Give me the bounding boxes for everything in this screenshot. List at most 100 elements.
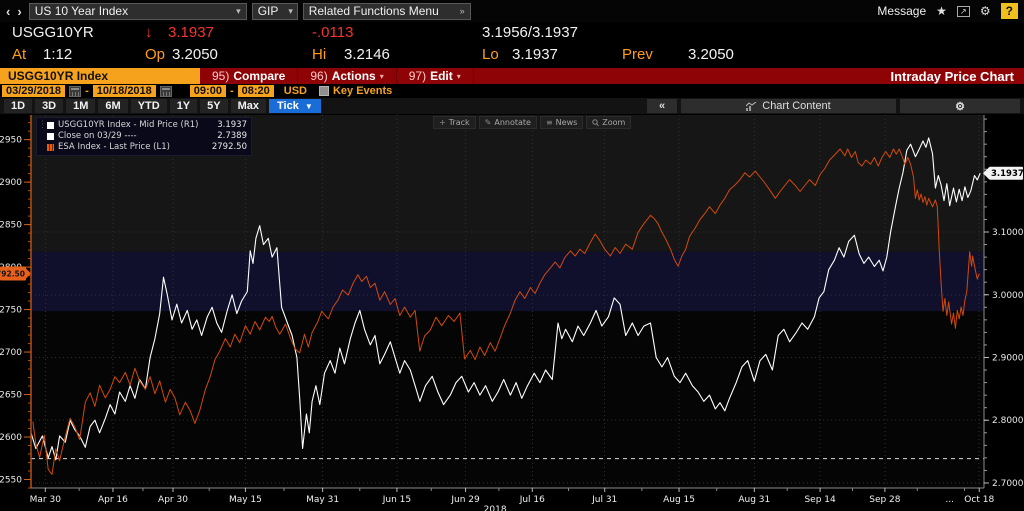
svg-text:Jul 16: Jul 16 [519,495,545,505]
chart-content-button[interactable]: Chart Content [681,99,896,113]
series-line-0 [30,137,981,461]
svg-text:Mar 30: Mar 30 [30,495,62,505]
double-chevron-icon: » [459,6,465,16]
tab-ytd[interactable]: YTD [130,99,167,113]
prev-value: 3.2050 [688,46,734,63]
security-dropdown[interactable]: US 10 Year Index ▾ [28,2,247,20]
interval-value: Tick [277,100,299,112]
chart-area: 2950290028502800275027002650260025503.10… [0,114,1024,511]
annotate-label: Annotate [494,118,531,127]
period-bar: 1D 3D 1M 6M YTD 1Y 5Y Max Tick ▼ « Chart… [0,98,1024,114]
price-chart-canvas[interactable]: 2950290028502800275027002650260025503.10… [0,114,1024,511]
magnifier-icon [592,118,600,126]
chart-panel-controls: « Chart Content ⚙ [647,99,1020,113]
related-functions-menu[interactable]: Related Functions Menu » [302,2,471,20]
low-label: Lo [482,46,499,63]
tab-max[interactable]: Max [230,99,267,113]
gear-icon: ⚙ [955,100,965,113]
svg-text:2.7000: 2.7000 [992,479,1024,489]
annotate-button[interactable]: ✎ Annotate [478,116,537,129]
interval-dropdown[interactable]: Tick ▼ [269,99,321,113]
svg-text:Sep 14: Sep 14 [804,495,836,505]
back-icon[interactable]: ‹ [6,3,13,19]
page-title: Intraday Price Chart [890,68,1014,84]
chart-grid [31,115,984,488]
tab-1y[interactable]: 1Y [169,99,198,113]
help-button[interactable]: ? [1000,3,1018,19]
svg-text:Jun 15: Jun 15 [382,495,411,505]
ticker-symbol: USGG10YR [12,24,94,41]
legend-label: ESA Index - Last Price (L1) [58,142,170,152]
actions-label: Actions [331,69,376,83]
gear-icon[interactable]: ⚙ [979,4,991,18]
open-label: Op [145,46,166,63]
export-arrow-icon: ↗ [960,6,967,16]
security-title-box[interactable]: USGG10YR Index [0,68,200,84]
svg-text:2550: 2550 [0,476,22,486]
zoom-label: Zoom [602,118,626,127]
legend-value: 2.7389 [217,131,247,141]
legend-drag-handle-icon[interactable]: ⋮ [38,120,47,130]
high-value: 3.2146 [344,46,390,63]
prev-label: Prev [622,46,653,63]
plus-icon: + [439,117,446,127]
edit-button[interactable]: 97) Edit ▾ [397,68,474,84]
x-axis: Mar 30 Apr 16 Apr 30 May 15 May 31 Jun 15 Jun … [30,488,994,511]
svg-text:2750: 2750 [0,306,22,316]
titlebar-actions: Message ★ ↗ ⚙ ? [877,3,1018,19]
down-arrow-icon: ↓ [145,24,153,41]
svg-text:Aug 15: Aug 15 [663,495,695,505]
calendar-icon[interactable] [69,85,82,97]
legend-label: USGG10YR Index - Mid Price (R1) [58,120,199,130]
calendar-icon[interactable] [159,85,172,97]
svg-text:2700: 2700 [0,348,22,358]
chart-settings-button[interactable]: ⚙ [900,99,1020,113]
track-button[interactable]: + Track [433,116,476,129]
compare-key: 95) [212,69,230,83]
tab-6m[interactable]: 6M [98,99,128,113]
at-label: At [12,46,27,63]
start-date-field[interactable]: 03/29/2018 [2,85,66,97]
end-time-field[interactable]: 08:20 [237,85,274,97]
svg-text:May 15: May 15 [229,495,262,505]
legend-item: Close on 03/29 ---- 2.7389 [47,131,247,142]
actions-button[interactable]: 96) Actions ▾ [298,68,397,84]
svg-text:2792.50: 2792.50 [0,269,25,278]
start-time-field[interactable]: 09:00 [189,85,226,97]
legend-item: USGG10YR Index - Mid Price (R1) 3.1937 [47,120,247,131]
edit-key: 97) [408,69,427,83]
related-functions-label: Related Functions Menu [308,4,439,18]
tab-1d[interactable]: 1D [4,99,33,113]
time-separator: - [229,85,234,97]
title-bar: ‹ › US 10 Year Index ▾ GIP ▾ Related Fun… [0,0,1024,22]
command-dropdown[interactable]: GIP ▾ [251,2,298,20]
white-line-swatch-icon [47,133,54,140]
tab-1m[interactable]: 1M [66,99,96,113]
export-window-icon[interactable]: ↗ [956,5,970,17]
currency-label[interactable]: USD [283,85,307,97]
legend-label: Close on 03/29 ---- [58,131,137,141]
date-range-bar: 03/29/2018 - 10/18/2018 09:00 - 08:20 US… [0,84,1024,98]
tab-3d[interactable]: 3D [35,99,64,113]
news-lines-icon: ≡ [545,117,553,127]
chart-tools: + Track ✎ Annotate ≡ News Zoom [433,116,632,129]
function-bar: USGG10YR Index 95) Compare 96) Actions ▾… [0,68,1024,84]
message-button[interactable]: Message [877,4,927,18]
collapse-panel-button[interactable]: « [647,99,677,113]
bid-ask: 3.1956/3.1937 [482,24,578,41]
security-dropdown-value: US 10 Year Index [34,4,129,18]
svg-text:3.1000: 3.1000 [992,228,1024,238]
chevron-down-icon: ▾ [288,5,293,16]
svg-text:...: ... [945,495,954,505]
svg-text:2600: 2600 [0,433,22,443]
key-events-checkbox[interactable] [318,86,329,96]
compare-button[interactable]: 95) Compare [200,68,299,84]
tab-5y[interactable]: 5Y [200,99,228,113]
chart-legend[interactable]: ⋮ USGG10YR Index - Mid Price (R1) 3.1937… [36,117,252,156]
zoom-button[interactable]: Zoom [586,116,632,129]
forward-icon[interactable]: › [17,3,24,19]
news-button[interactable]: ≡ News [539,116,584,129]
star-icon[interactable]: ★ [936,4,947,18]
quote-panel: USGG10YR ↓ 3.1937 -.0113 3.1956/3.1937 A… [0,22,1024,68]
end-date-field[interactable]: 10/18/2018 [92,85,156,97]
